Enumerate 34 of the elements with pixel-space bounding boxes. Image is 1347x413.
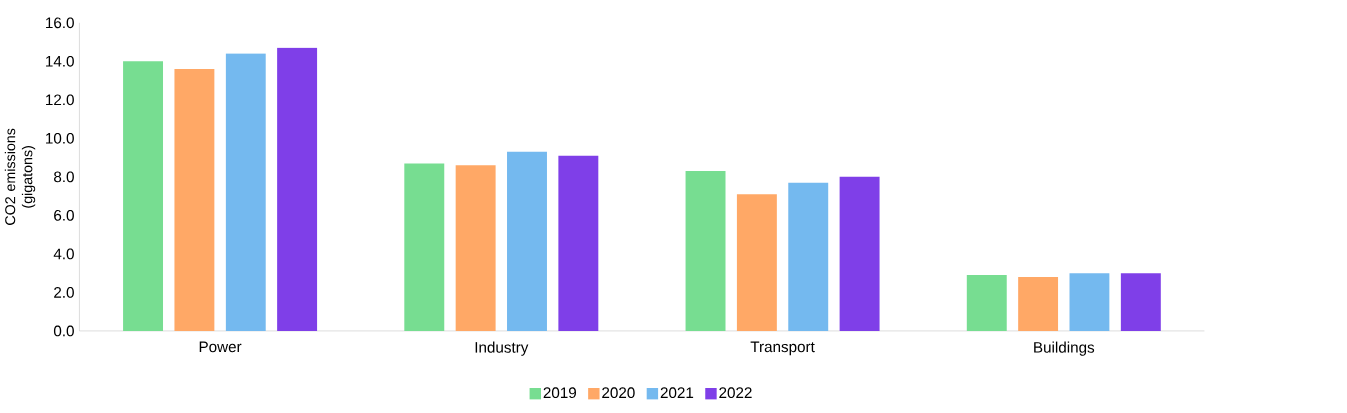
bar xyxy=(788,182,829,332)
y-tick-label: 0.0 xyxy=(53,325,74,337)
legend-label: 2021 xyxy=(660,387,694,399)
bar xyxy=(736,194,777,332)
y-tick-label: 10.0 xyxy=(46,133,74,144)
bar xyxy=(455,165,496,332)
x-tick-label: Industry xyxy=(475,341,529,356)
legend-label: 2019 xyxy=(543,387,576,399)
bar xyxy=(507,151,547,332)
bar xyxy=(277,47,318,332)
bar xyxy=(558,155,599,332)
bar xyxy=(174,69,215,332)
y-tick-label: 12.0 xyxy=(46,94,74,106)
x-tick-label: Power xyxy=(199,341,242,353)
bar xyxy=(123,61,164,332)
bar xyxy=(685,171,726,332)
bar xyxy=(404,163,445,332)
y-tick-label: 4.0 xyxy=(53,248,74,260)
bar xyxy=(225,53,266,332)
bar xyxy=(966,275,1007,332)
legend-label: 2020 xyxy=(602,387,635,399)
bar xyxy=(1018,277,1059,332)
bar xyxy=(1069,273,1110,332)
x-tick-label: Transport xyxy=(750,341,815,356)
bar xyxy=(839,177,880,332)
y-tick-label: 14.0 xyxy=(46,56,74,67)
y-axis-title: CO2 emissions (gigatons) xyxy=(4,128,36,226)
y-tick-label: 2.0 xyxy=(54,287,74,298)
y-tick-label: 8.0 xyxy=(54,171,74,183)
y-tick-label: 16.0 xyxy=(46,17,74,29)
legend-label: 2022 xyxy=(719,387,752,399)
bar xyxy=(1120,273,1161,332)
y-tick-label: 6.0 xyxy=(54,210,74,221)
x-tick-label: Buildings xyxy=(1034,341,1095,356)
